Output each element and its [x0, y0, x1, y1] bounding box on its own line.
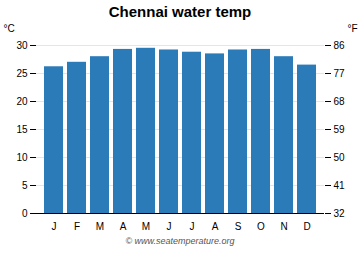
svg-text:O: O	[257, 221, 265, 232]
svg-text:°C: °C	[4, 23, 15, 34]
html-text:Chennai water temp: Chennai water temp	[108, 3, 252, 20]
svg-text:5: 5	[22, 180, 28, 191]
svg-text:D: D	[303, 221, 310, 232]
svg-text:25: 25	[16, 68, 28, 79]
svg-text:J: J	[190, 221, 195, 232]
svg-text:77: 77	[334, 68, 346, 79]
svg-text:F: F	[74, 221, 80, 232]
svg-text:59: 59	[334, 124, 346, 135]
svg-text:°F: °F	[347, 23, 357, 34]
svg-text:J: J	[52, 221, 57, 232]
svg-text:A: A	[212, 221, 219, 232]
svg-text:S: S	[235, 221, 242, 232]
svg-text:41: 41	[334, 180, 346, 191]
svg-text:32: 32	[334, 208, 346, 219]
html-text:© www.seatemperature.org: © www.seatemperature.org	[125, 236, 235, 246]
svg-text:86: 86	[334, 40, 346, 51]
svg-text:J: J	[167, 221, 172, 232]
svg-text:N: N	[280, 221, 287, 232]
svg-text:30: 30	[16, 40, 28, 51]
svg-text:15: 15	[16, 124, 28, 135]
svg-text:10: 10	[16, 152, 28, 163]
svg-text:68: 68	[334, 96, 346, 107]
svg-text:0: 0	[22, 208, 28, 219]
svg-text:50: 50	[334, 152, 346, 163]
svg-text:M: M	[142, 221, 150, 232]
svg-text:20: 20	[16, 96, 28, 107]
svg-text:M: M	[96, 221, 104, 232]
svg-text:A: A	[120, 221, 127, 232]
